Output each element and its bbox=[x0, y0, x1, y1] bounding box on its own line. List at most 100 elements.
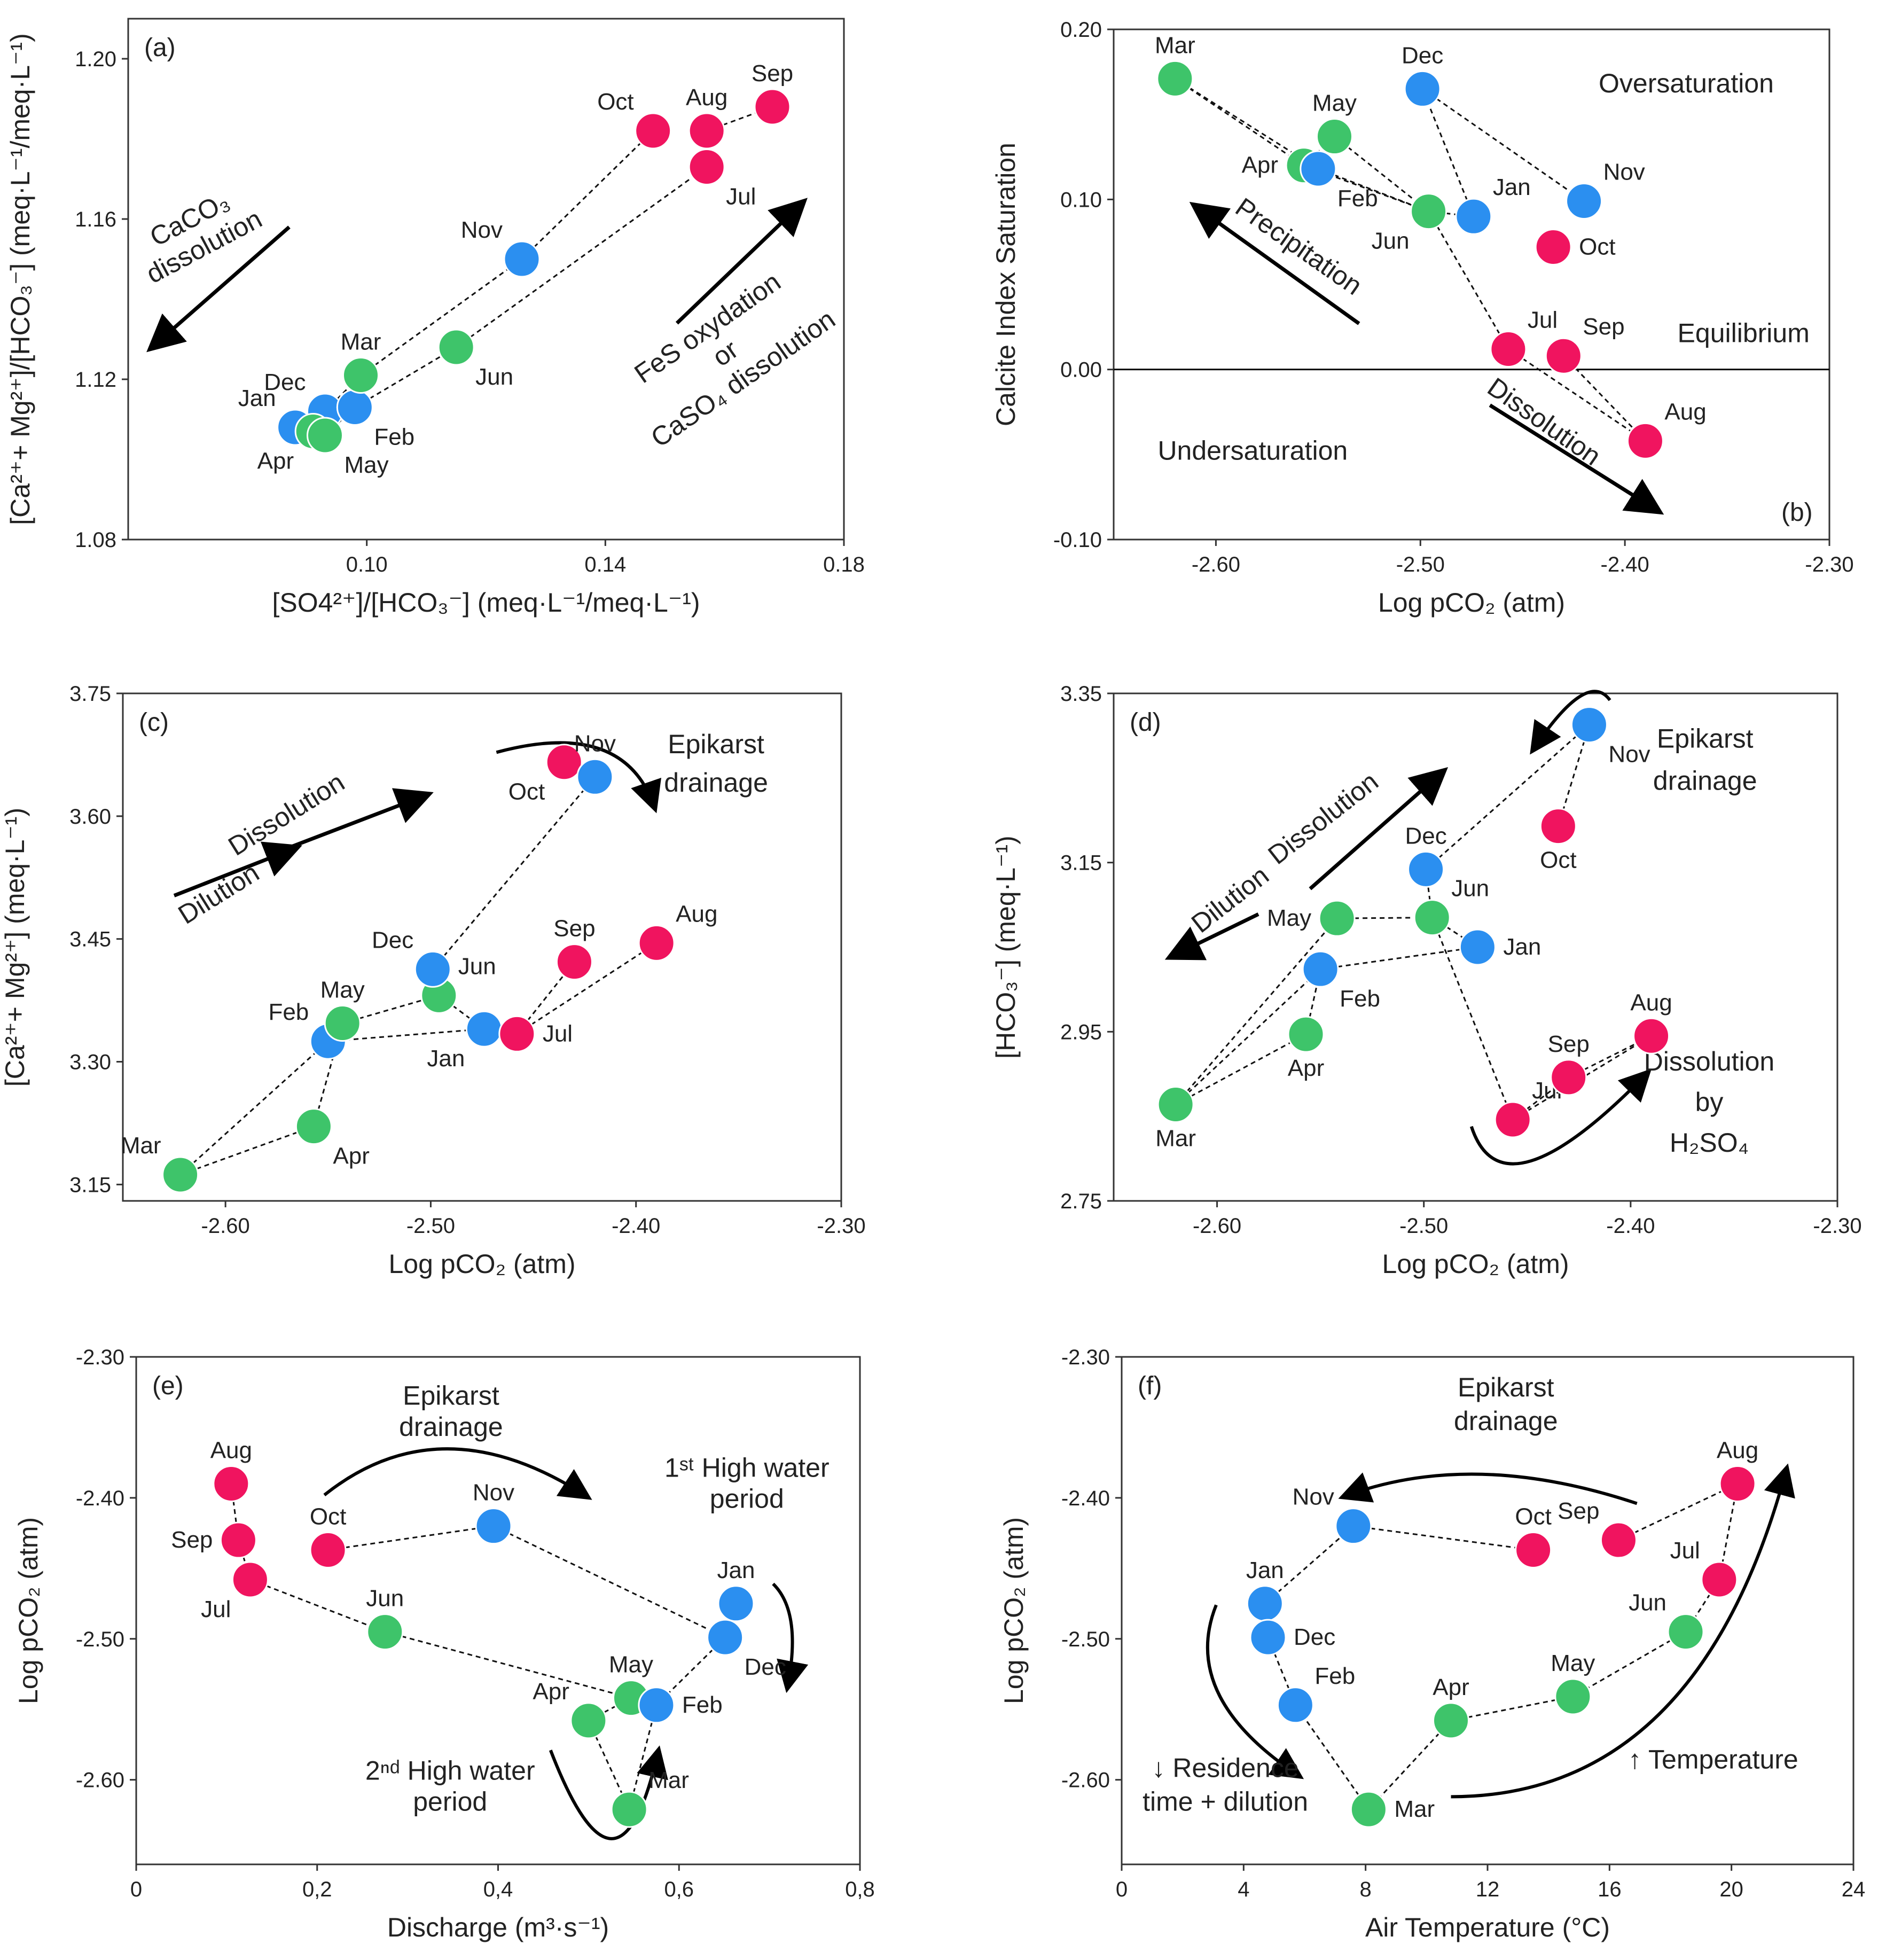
plot-frame bbox=[127, 18, 845, 541]
trend-arrow bbox=[1489, 403, 1664, 515]
x-tick-label: -2.40 bbox=[612, 1214, 660, 1238]
point-label: Nov bbox=[1603, 159, 1645, 185]
data-point-mar bbox=[1157, 1086, 1194, 1123]
x-axis-label: Log pCO₂ (atm) bbox=[1378, 588, 1565, 618]
y-tick-label: -0.10 bbox=[1053, 528, 1102, 552]
data-point-jul bbox=[1490, 330, 1527, 368]
connector-line bbox=[1422, 88, 1585, 202]
connector-line bbox=[1175, 969, 1321, 1105]
data-point-jul bbox=[688, 149, 725, 185]
curved-arrow bbox=[1530, 690, 1611, 755]
data-point-mar bbox=[162, 1156, 199, 1193]
plot-frame bbox=[1113, 692, 1838, 1202]
x-tick-label: 0,8 bbox=[845, 1878, 875, 1901]
plot-frame bbox=[1113, 28, 1830, 541]
point-label: Apr bbox=[1242, 152, 1278, 178]
data-point-jan bbox=[465, 1010, 503, 1048]
x-tick-label: 4 bbox=[1238, 1878, 1249, 1901]
x-tick-label: 0 bbox=[130, 1878, 142, 1901]
point-label: Jun bbox=[1372, 228, 1410, 254]
point-label: Mar bbox=[648, 1767, 689, 1793]
annotation-text: period bbox=[710, 1483, 784, 1513]
data-point-sep bbox=[1550, 1059, 1587, 1096]
data-point-mar bbox=[611, 1791, 648, 1828]
x-tick-label: 0,2 bbox=[302, 1878, 332, 1901]
annotation-text: Dissolution bbox=[1482, 372, 1606, 471]
y-tick-label: -2.40 bbox=[76, 1487, 124, 1510]
annotation-text: drainage bbox=[1454, 1406, 1558, 1436]
x-axis-label: [SO4²⁺]/[HCO₃⁻] (meq·L⁻¹/meq·L⁻¹) bbox=[272, 588, 700, 618]
data-point-apr bbox=[1433, 1702, 1469, 1739]
trend-arrow bbox=[1189, 201, 1360, 325]
point-label: Sep bbox=[1558, 1498, 1599, 1524]
point-label: Aug bbox=[686, 84, 727, 111]
annotation-text: Epikarst bbox=[668, 729, 764, 759]
annotation-text: Oversaturation bbox=[1599, 68, 1774, 98]
chart-panel-b: -2.60 -2.50 -2.40 -2.30 -0.10 0.00 0.10 0.20 Log… bbox=[991, 18, 1854, 618]
x-tick-label: -2.30 bbox=[1805, 553, 1853, 576]
y-tick-label: -2.50 bbox=[76, 1628, 124, 1651]
point-label: May bbox=[345, 452, 389, 478]
y-tick-label: 3.60 bbox=[69, 805, 111, 829]
data-point-jun bbox=[1410, 193, 1447, 230]
point-label: Sep bbox=[752, 60, 793, 87]
x-axis-label: Log pCO₂ (atm) bbox=[1382, 1249, 1569, 1279]
data-point-feb bbox=[638, 1686, 675, 1724]
data-point-nov bbox=[1570, 706, 1608, 744]
data-point-sep bbox=[555, 943, 593, 981]
connector-line bbox=[1421, 88, 1475, 217]
annotation-text: Dissolution bbox=[1644, 1047, 1775, 1076]
point-label: Jul bbox=[726, 184, 756, 210]
x-tick-label: 0.14 bbox=[584, 553, 626, 576]
y-tick-label: 1.16 bbox=[75, 208, 116, 231]
data-point-oct bbox=[309, 1532, 347, 1569]
y-tick-label: 3.15 bbox=[1060, 852, 1102, 875]
trend-arrow bbox=[173, 841, 302, 897]
data-point-nov bbox=[576, 758, 614, 795]
trend-arrow bbox=[146, 225, 291, 353]
point-label: Mar bbox=[121, 1133, 161, 1159]
y-tick-label: 0.10 bbox=[1060, 188, 1102, 212]
x-tick-label: -2.40 bbox=[1606, 1214, 1655, 1238]
data-point-feb bbox=[1277, 1686, 1314, 1724]
point-label: Oct bbox=[310, 1504, 346, 1530]
data-point-sep bbox=[1600, 1521, 1637, 1559]
x-axis-label: Discharge (m³·s⁻¹) bbox=[387, 1912, 609, 1942]
point-label: Aug bbox=[1717, 1438, 1758, 1464]
annotation-text: Epikarst bbox=[403, 1381, 499, 1411]
y-axis-label: [HCO₃⁻] (meq·L⁻¹) bbox=[991, 835, 1021, 1059]
data-point-aug bbox=[1626, 422, 1664, 459]
data-point-mar bbox=[342, 357, 379, 394]
x-tick-label: 0.18 bbox=[823, 553, 865, 576]
curved-arrow bbox=[1451, 1463, 1795, 1799]
chart-panel-c: -2.60 -2.50 -2.40 -2.30 3.15 3.30 3.45 3.60 3.75… bbox=[0, 682, 866, 1279]
connector-line bbox=[456, 166, 708, 348]
x-tick-label: -2.50 bbox=[1396, 553, 1445, 576]
connector-line bbox=[1175, 918, 1338, 1105]
data-point-mar bbox=[1156, 60, 1194, 97]
point-label: Nov bbox=[1608, 741, 1650, 768]
data-point-jan bbox=[1459, 928, 1496, 966]
connector-line bbox=[385, 1631, 631, 1699]
data-point-sep bbox=[220, 1521, 257, 1559]
point-label: May bbox=[320, 977, 365, 1003]
connector-line bbox=[493, 1525, 726, 1638]
trend-arrow bbox=[1309, 767, 1449, 891]
data-point-jan bbox=[1455, 198, 1492, 235]
data-point-feb bbox=[1302, 950, 1339, 988]
annotation-text: Epikarst bbox=[1657, 723, 1754, 753]
point-label: Jan bbox=[238, 385, 276, 411]
data-point-oct bbox=[545, 744, 583, 781]
annotation-text: drainage bbox=[399, 1412, 503, 1442]
data-point-jun bbox=[366, 1613, 404, 1651]
data-point-dec bbox=[1407, 850, 1445, 888]
y-tick-label: 3.35 bbox=[1060, 682, 1102, 706]
y-tick-label: 2.95 bbox=[1060, 1020, 1102, 1044]
point-label: Jun bbox=[1451, 876, 1489, 902]
x-tick-label: 24 bbox=[1842, 1878, 1866, 1901]
connector-line bbox=[1334, 136, 1429, 212]
connector-line bbox=[179, 1041, 329, 1176]
data-point-may bbox=[1554, 1678, 1592, 1715]
x-tick-label: -2.50 bbox=[1399, 1214, 1448, 1238]
